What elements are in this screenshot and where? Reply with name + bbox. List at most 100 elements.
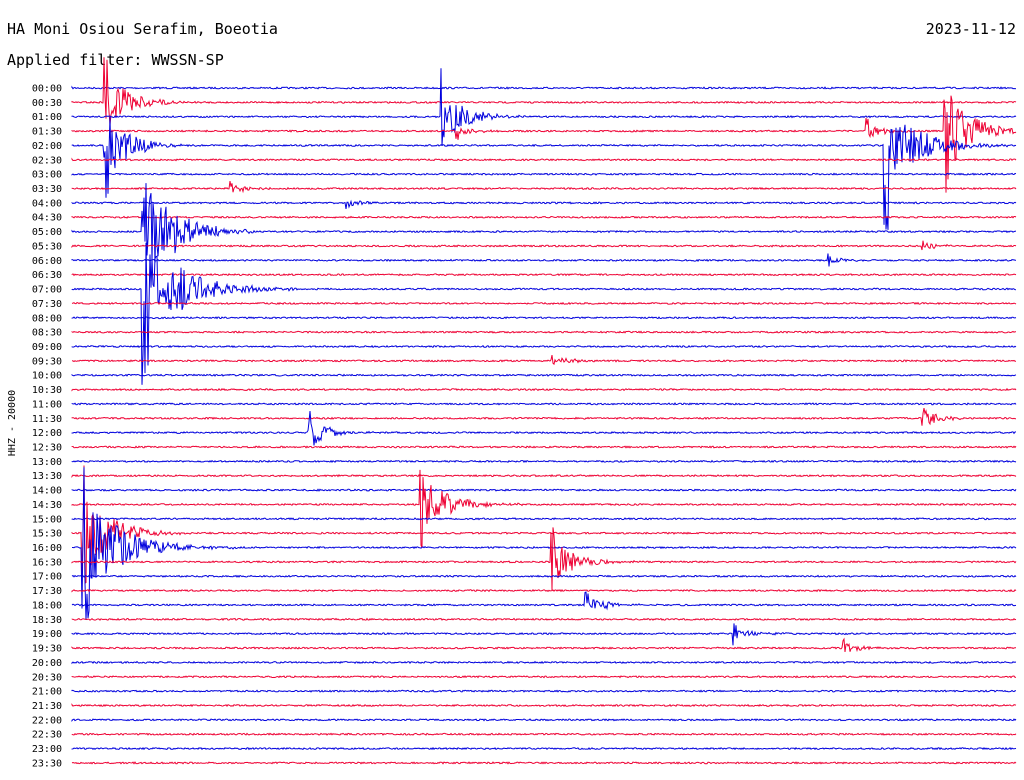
row-time-label: 02:30 [32,155,62,166]
row-time-label: 13:30 [32,471,62,482]
trace-line [71,273,1017,277]
trace-line [71,732,1017,736]
trace-line [71,469,1017,548]
trace-line [71,402,1017,406]
trace-line [71,623,1017,646]
row-time-label: 21:00 [32,687,62,698]
trace-line [71,459,1017,463]
row-time-label: 17:00 [32,572,62,583]
trace-line [71,527,1017,591]
trace-line [71,242,1017,385]
trace-rows: 00:00 00:30 01:00 01:30 02:00 02:30 03:00 03:30… [32,57,1017,769]
trace-line [71,253,1016,267]
trace-line [71,588,1017,593]
trace-line [71,183,1017,263]
trace-line [71,465,1017,585]
trace-line [71,85,1017,90]
row-time-label: 02:00 [32,141,62,152]
row-time-label: 00:30 [32,98,62,109]
record-date: 2023-11-12 [925,20,1016,38]
trace-line [71,517,1017,521]
trace-line [71,445,1017,449]
trace-line [71,703,1017,708]
trace-line [71,373,1017,377]
trace-line [71,761,1017,765]
station-title: HA Moni Osiou Serafim, Boeotia [7,20,278,38]
trace-line [71,181,1017,194]
trace-line [71,689,1016,693]
row-time-label: 07:30 [32,299,62,310]
y-axis-label: HHZ - 20000 [7,390,18,456]
row-time-label: 03:00 [32,170,62,181]
row-time-label: 04:30 [32,213,62,224]
row-time-label: 12:00 [32,428,62,439]
trace-line [71,330,1017,334]
trace-line [71,354,1016,366]
trace-line [71,718,1017,722]
row-time-label: 19:30 [32,644,62,655]
trace-line [71,95,1017,193]
trace-line [71,240,1017,251]
trace-line [71,316,1017,320]
trace-line [71,172,1017,176]
trace-line [71,488,1017,492]
row-time-label: 22:30 [32,730,62,741]
trace-line [71,68,1017,146]
trace-line [71,199,1017,209]
row-time-label: 16:00 [32,543,62,554]
row-time-label: 08:00 [32,313,62,324]
row-time-label: 10:00 [32,371,62,382]
y-axis-label-group: HHZ - 20000 [7,390,18,456]
trace-line [71,617,1017,622]
trace-line [71,57,1017,125]
row-time-label: 12:30 [32,443,62,454]
trace-line [71,637,1016,653]
row-time-label: 18:30 [32,615,62,626]
row-time-label: 23:00 [32,744,62,755]
row-time-label: 06:30 [32,270,62,281]
trace-line [71,410,1017,446]
row-time-label: 09:30 [32,356,62,367]
trace-line [71,117,1017,230]
row-time-label: 07:00 [32,285,62,296]
row-time-label: 19:00 [32,629,62,640]
row-time-label: 20:00 [32,658,62,669]
row-time-label: 21:30 [32,701,62,712]
trace-line [71,157,1017,162]
trace-line [71,344,1017,349]
filter-label: Applied filter: WWSSN-SP [7,51,224,69]
trace-line [71,675,1017,679]
row-time-label: 23:30 [32,758,62,769]
trace-line [71,301,1017,306]
row-time-label: 14:30 [32,500,62,511]
row-time-label: 10:30 [32,385,62,396]
row-time-label: 18:00 [32,600,62,611]
row-time-label: 05:30 [32,241,62,252]
trace-line [71,215,1017,219]
row-time-label: 06:00 [32,256,62,267]
row-time-label: 11:00 [32,399,62,410]
trace-line [71,574,1017,578]
row-time-label: 01:00 [32,112,62,123]
row-time-label: 11:30 [32,414,62,425]
row-time-label: 17:30 [32,586,62,597]
row-time-label: 13:00 [32,457,62,468]
trace-line [71,408,1016,426]
trace-line [71,387,1017,392]
row-time-label: 03:30 [32,184,62,195]
row-time-label: 00:00 [32,84,62,95]
row-time-label: 15:30 [32,529,62,540]
trace-line [71,660,1017,665]
row-time-label: 05:00 [32,227,62,238]
row-time-label: 08:30 [32,328,62,339]
row-time-label: 22:00 [32,715,62,726]
trace-line [71,474,1017,479]
trace-line [72,467,1017,621]
trace-line [71,746,1017,751]
row-time-label: 04:00 [32,198,62,209]
row-time-label: 09:00 [32,342,62,353]
trace-line [71,591,1017,611]
row-time-label: 01:30 [32,127,62,138]
row-time-label: 16:30 [32,557,62,568]
